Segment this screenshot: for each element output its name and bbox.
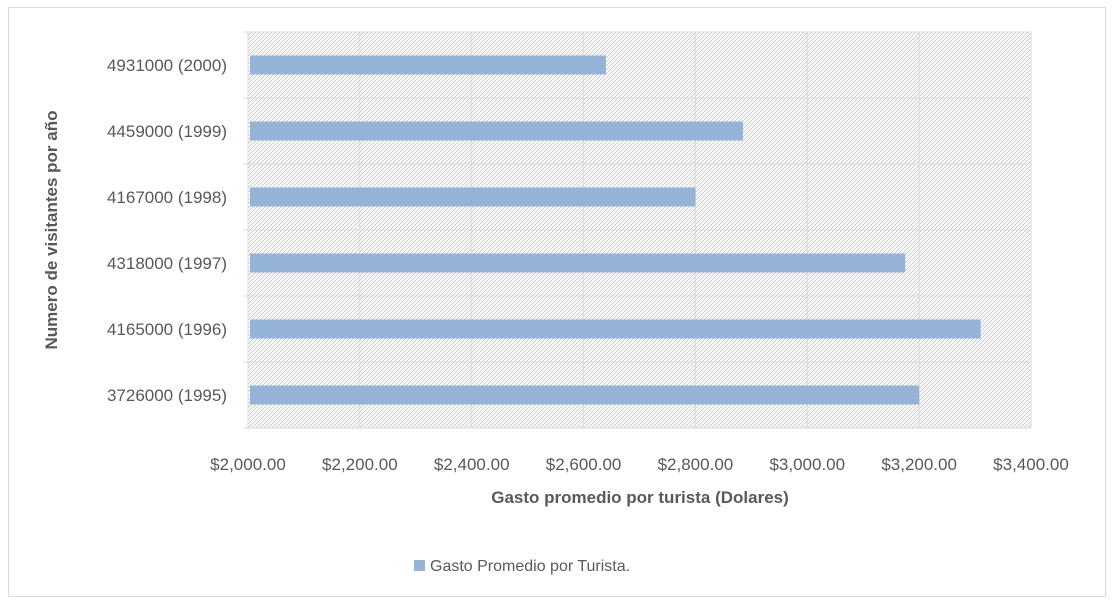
category-label: 4459000 (1999) (107, 122, 227, 141)
x-axis-title: Gasto promedio por turista (Dolares) (491, 488, 789, 507)
bars (250, 55, 981, 405)
legend-label: Gasto Promedio por Turista. (430, 558, 630, 575)
x-tick-label: $2,000.00 (210, 455, 286, 474)
gridlines (243, 31, 1032, 429)
bar (250, 253, 906, 273)
y-axis-title: Numero de visitantes por año (42, 111, 61, 350)
legend-swatch (414, 560, 425, 571)
bar (250, 319, 981, 339)
category-label: 4165000 (1996) (107, 320, 227, 339)
category-labels: 3726000 (1995) 4165000 (1996) 4318000 (199… (107, 56, 227, 405)
category-label: 4931000 (2000) (107, 56, 227, 75)
x-tick-label: $2,800.00 (658, 455, 734, 474)
category-label: 3726000 (1995) (107, 386, 227, 405)
x-tick-label: $2,600.00 (546, 455, 622, 474)
x-tick-label: $3,400.00 (993, 455, 1069, 474)
category-label: 4167000 (1998) (107, 188, 227, 207)
x-tick-label: $3,000.00 (769, 455, 845, 474)
category-label: 4318000 (1997) (107, 254, 227, 273)
bar (250, 385, 920, 405)
x-tick-label: $3,200.00 (881, 455, 957, 474)
bar (250, 121, 743, 141)
x-tick-labels: $2,000.00 $2,200.00 $2,400.00 $2,600.00 $2,8… (210, 455, 1069, 474)
bar (250, 55, 606, 75)
x-tick-label: $2,400.00 (434, 455, 510, 474)
x-tick-label: $2,200.00 (322, 455, 398, 474)
bar (250, 187, 696, 207)
legend: Gasto Promedio por Turista. (414, 558, 630, 575)
